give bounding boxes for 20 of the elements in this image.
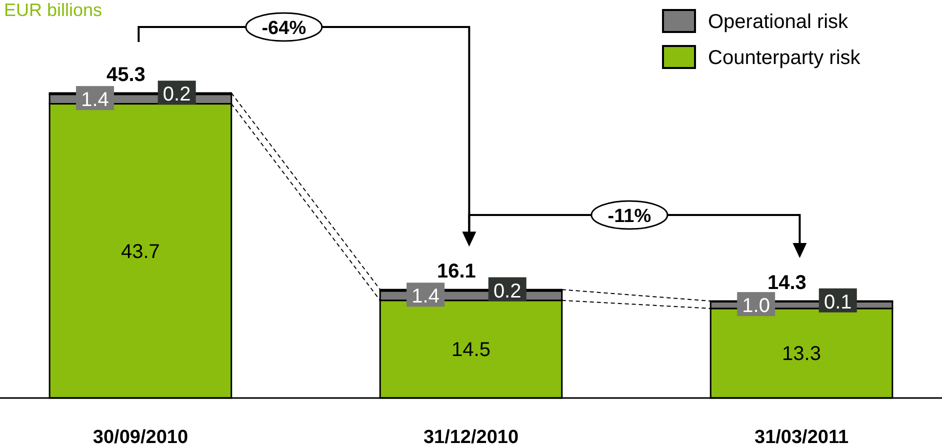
data-label: 1.4 [412,286,440,308]
total-label: 45.3 [106,64,146,86]
data-label: 0.2 [493,280,522,302]
data-label: 13.3 [782,343,821,366]
data-label: 1.0 [742,295,770,318]
legend-label: Operational risk [708,11,850,33]
x-tick-label: 31/03/2011 [754,427,849,446]
legend-label: Counterparty risk [708,47,862,69]
annotation: -11% [608,206,652,227]
data-label: 0.1 [824,291,852,314]
data-label: 14.5 [452,339,490,362]
total-label: 16.1 [436,260,476,283]
data-label: 43.7 [121,240,160,263]
text: -64% [262,18,306,39]
total-label: 14.3 [768,272,806,294]
x-tick-label: 31/12/2010 [423,427,519,446]
chart-subtitle: EUR billions [4,0,102,20]
data-label: 0.2 [162,84,191,106]
data-label: 1.4 [81,89,109,112]
x-tick-label: 30/09/2010 [92,427,188,446]
